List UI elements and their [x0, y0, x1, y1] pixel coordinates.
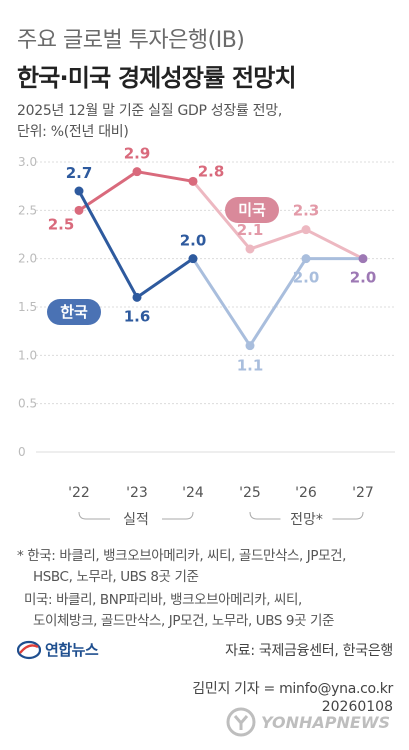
period-label-bg [110, 509, 162, 529]
note-us-line2: 도이체방크, 골드만삭스, JP모건, 노무라, UBS 9곳 기준 [33, 613, 335, 629]
x-tick-label: '24 [182, 485, 204, 501]
us-line-segment [191, 179, 252, 251]
us-point [245, 244, 255, 254]
korea-data-label: 2.0 [350, 269, 377, 287]
us-data-label: 2.8 [198, 162, 225, 180]
korea-data-label: 1.1 [237, 357, 264, 375]
korea-point [188, 254, 198, 264]
korea-data-label: 1.6 [124, 307, 151, 325]
legend-pill-bg [47, 299, 101, 325]
us-line-segment [304, 228, 365, 261]
korea-data-label: 2.0 [180, 232, 207, 250]
y-tick-label: 1.5 [18, 300, 37, 314]
us-data-label: 2.1 [237, 221, 264, 239]
chart-subtitle-unit: 단위: %(전년 대비) [17, 124, 129, 140]
y-tick-label: 0.5 [18, 397, 37, 411]
note-us-line1: 미국: 바클리, BNP파리바, 뱅크오브아메리카, 씨티, [24, 592, 302, 608]
us-point [74, 205, 84, 215]
us-line-segment [77, 170, 139, 212]
period-actual: 실적 [78, 509, 194, 529]
period-forecast: 전망* [249, 509, 364, 529]
period-label: 실적 [123, 512, 149, 528]
reporter-byline: 김민지 기자 = minfo@yna.co.kr [192, 681, 393, 697]
y-tick-label: 1.0 [18, 348, 37, 362]
korea-line-segment [248, 257, 308, 348]
chart-suptitle: 주요 글로벌 투자은행(IB) [17, 28, 245, 53]
yonhap-watermark: YONHAPNEWS [226, 707, 390, 737]
note-korea-line1: * 한국: 바클리, 뱅크오브아메리카, 씨티, 골드만삭스, JP모건, [17, 548, 347, 564]
x-tick-label: '23 [126, 485, 148, 501]
x-tick-label: '25 [239, 485, 261, 501]
us-line-segment [135, 170, 195, 183]
korea-point [74, 186, 84, 196]
legend-pill-label: 미국 [238, 201, 266, 219]
korea-point [301, 254, 311, 264]
us-data-label: 2.5 [48, 215, 75, 233]
source-credit: 자료: 국제금융센터, 한국은행 [225, 643, 393, 659]
note-korea-line2: HSBC, 노무라, UBS 8곳 기준 [33, 569, 199, 585]
korea-data-label: 2.7 [66, 164, 93, 182]
y-tick-label: 3.0 [18, 155, 37, 169]
korea-line-segment [191, 257, 252, 348]
us-point [188, 176, 198, 186]
yonhap-logo: 연합뉴스 [17, 639, 99, 660]
legend-pill-label: 한국 [60, 303, 88, 321]
publish-date: 20260108 [321, 699, 393, 715]
yonhap-logo-text: 연합뉴스 [45, 641, 99, 659]
x-tick-label: '22 [68, 485, 90, 501]
legend-us: 미국 [225, 197, 279, 223]
us-data-label: 2.3 [293, 202, 320, 220]
converged-point [358, 254, 368, 264]
yonhap-watermark-icon [226, 707, 256, 737]
us-point [301, 225, 311, 235]
growth-line-chart: 0 0.5 1.0 1.5 2.0 2.5 3.0 '22 '23 '24 '25 '26 '27 실적 전… [18, 145, 395, 529]
yonhap-logo-icon [17, 640, 41, 659]
yonhap-watermark-text: YONHAPNEWS [261, 712, 390, 732]
period-label: 전망* [290, 512, 323, 528]
y-tick-label: 2.5 [18, 203, 37, 217]
us-line-segment [248, 228, 308, 251]
chart-title: 한국·미국 경제성장률 전망치 [17, 64, 297, 92]
korea-point [245, 341, 255, 351]
legend-korea: 한국 [47, 299, 101, 325]
us-point [132, 167, 142, 177]
korea-line-segment [77, 189, 139, 299]
korea-data-label: 2.0 [293, 269, 320, 287]
y-tick-label: 0 [18, 445, 26, 459]
period-label-bg [280, 509, 333, 529]
x-tick-label: '26 [295, 485, 317, 501]
x-tick-label: '27 [352, 485, 374, 501]
us-data-label: 2.9 [124, 145, 151, 163]
y-tick-label: 2.0 [18, 252, 37, 266]
chart-subtitle-basis: 2025년 12월 말 기준 실질 GDP 성장률 전망, [17, 103, 282, 119]
korea-point [132, 292, 142, 302]
korea-line-segment [135, 257, 195, 299]
legend-pill-bg [225, 197, 279, 223]
